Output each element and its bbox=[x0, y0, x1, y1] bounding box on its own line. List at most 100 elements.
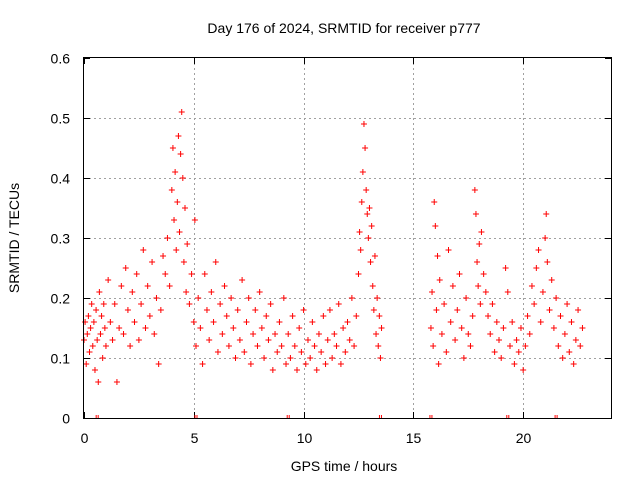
data-point bbox=[477, 301, 484, 307]
data-point bbox=[241, 349, 248, 355]
data-point bbox=[522, 343, 529, 349]
data-point bbox=[252, 307, 259, 313]
data-point bbox=[340, 325, 347, 331]
data-point bbox=[149, 259, 156, 265]
data-point bbox=[346, 337, 353, 343]
data-point bbox=[431, 199, 438, 205]
data-point bbox=[485, 313, 492, 319]
data-point bbox=[261, 355, 268, 361]
data-point bbox=[373, 331, 380, 337]
data-point bbox=[506, 343, 513, 349]
data-point bbox=[146, 313, 153, 319]
data-point bbox=[258, 325, 265, 331]
data-point bbox=[176, 229, 183, 235]
data-point bbox=[87, 325, 94, 331]
data-point bbox=[559, 355, 566, 361]
data-point bbox=[482, 289, 489, 295]
data-point bbox=[195, 295, 202, 301]
data-point bbox=[105, 277, 112, 283]
data-point bbox=[280, 295, 287, 301]
data-point bbox=[102, 343, 109, 349]
y-axis-ticks: 0 0.1 0.2 0.3 0.4 0.5 0.6 bbox=[51, 51, 611, 427]
data-point bbox=[517, 325, 524, 331]
data-point bbox=[180, 259, 187, 265]
data-point bbox=[364, 211, 371, 217]
grid bbox=[84, 58, 611, 418]
data-point bbox=[515, 349, 522, 355]
data-point bbox=[203, 307, 210, 313]
data-point bbox=[177, 151, 184, 157]
data-point bbox=[445, 247, 452, 253]
x-tick-label: 0 bbox=[81, 430, 89, 446]
data-point bbox=[452, 337, 459, 343]
y-axis-label: SRMTID / TECUs bbox=[6, 183, 22, 293]
data-point bbox=[250, 331, 257, 337]
data-point bbox=[93, 307, 100, 313]
data-point bbox=[489, 301, 496, 307]
data-point bbox=[355, 271, 362, 277]
data-point bbox=[267, 301, 274, 307]
data-point bbox=[430, 343, 437, 349]
data-point bbox=[436, 277, 443, 283]
data-point bbox=[160, 253, 167, 259]
data-point bbox=[429, 289, 436, 295]
data-point bbox=[98, 313, 105, 319]
data-point bbox=[553, 295, 560, 301]
data-point bbox=[502, 265, 509, 271]
x-tick-label: 5 bbox=[191, 430, 199, 446]
plot-frame bbox=[83, 57, 612, 419]
data-point bbox=[265, 337, 272, 343]
data-point bbox=[94, 337, 101, 343]
data-point bbox=[351, 343, 358, 349]
data-point bbox=[285, 331, 292, 337]
data-point bbox=[179, 175, 186, 181]
data-point bbox=[86, 349, 93, 355]
data-point bbox=[208, 289, 215, 295]
data-point bbox=[329, 355, 336, 361]
data-point bbox=[99, 355, 106, 361]
data-point bbox=[550, 325, 557, 331]
data-point bbox=[188, 271, 195, 277]
data-point bbox=[469, 313, 476, 319]
y-tick-label: 0.4 bbox=[51, 171, 71, 187]
data-point bbox=[368, 223, 375, 229]
data-point bbox=[344, 319, 351, 325]
data-point bbox=[427, 325, 434, 331]
data-point bbox=[199, 361, 206, 367]
data-point bbox=[111, 301, 118, 307]
data-point bbox=[234, 307, 241, 313]
data-point bbox=[221, 283, 228, 289]
data-point bbox=[568, 319, 575, 325]
data-point bbox=[318, 349, 325, 355]
data-point bbox=[276, 319, 283, 325]
data-point bbox=[230, 325, 237, 331]
data-point bbox=[95, 379, 102, 385]
data-point bbox=[182, 205, 189, 211]
data-point bbox=[283, 361, 290, 367]
data-point bbox=[89, 343, 96, 349]
data-point bbox=[367, 259, 374, 265]
data-point bbox=[572, 337, 579, 343]
data-point bbox=[239, 277, 246, 283]
data-point bbox=[435, 361, 442, 367]
data-point bbox=[287, 355, 294, 361]
data-point bbox=[360, 121, 367, 127]
data-point bbox=[135, 337, 142, 343]
y-tick-label: 0.5 bbox=[51, 111, 71, 127]
data-point bbox=[144, 283, 151, 289]
data-point bbox=[324, 337, 331, 343]
data-point bbox=[245, 295, 252, 301]
chart-title: Day 176 of 2024, SRMTID for receiver p77… bbox=[207, 20, 480, 36]
data-point bbox=[300, 307, 307, 313]
data-point bbox=[537, 319, 544, 325]
data-point bbox=[232, 355, 239, 361]
data-point bbox=[142, 325, 149, 331]
data-point bbox=[496, 337, 503, 343]
x-tick-label: 15 bbox=[406, 430, 422, 446]
data-point bbox=[374, 295, 381, 301]
data-point bbox=[493, 319, 500, 325]
data-point bbox=[236, 337, 243, 343]
data-point bbox=[449, 283, 456, 289]
data-point bbox=[197, 325, 204, 331]
